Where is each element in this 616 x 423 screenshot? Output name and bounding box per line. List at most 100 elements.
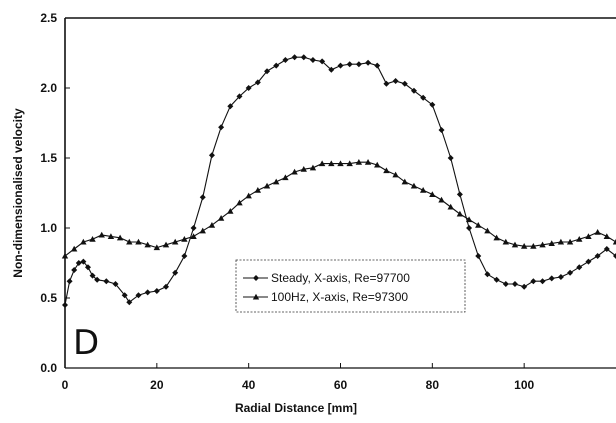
data-point xyxy=(172,238,179,245)
data-point xyxy=(419,187,427,193)
data-point xyxy=(438,196,445,203)
data-point xyxy=(557,238,565,245)
data-point xyxy=(181,253,188,259)
data-point xyxy=(94,276,101,283)
data-point xyxy=(89,236,96,242)
data-point xyxy=(103,278,110,285)
data-point xyxy=(530,278,537,285)
data-point xyxy=(374,62,381,69)
data-point xyxy=(521,283,528,290)
legend-marker-shape xyxy=(252,293,260,300)
data-point xyxy=(89,272,96,279)
data-point xyxy=(383,167,390,174)
data-point xyxy=(98,231,105,238)
data-point xyxy=(337,62,344,69)
data-point xyxy=(80,238,87,245)
data-point xyxy=(548,275,555,282)
data-point xyxy=(181,236,188,242)
data-point xyxy=(61,252,69,259)
legend-marker-shape xyxy=(253,275,259,281)
series-layer xyxy=(61,54,616,308)
data-point xyxy=(539,278,546,285)
data-point xyxy=(190,225,197,231)
data-point xyxy=(300,166,307,172)
data-point xyxy=(392,78,399,84)
data-point xyxy=(153,288,160,294)
data-point xyxy=(172,269,179,276)
data-point xyxy=(245,192,252,199)
x-axis-title: Radial Distance [mm] xyxy=(235,401,357,415)
data-point xyxy=(236,93,243,100)
data-point xyxy=(355,159,363,165)
data-point xyxy=(62,302,68,308)
data-point xyxy=(84,264,91,271)
data-point xyxy=(539,241,546,248)
data-point xyxy=(346,160,353,167)
y-tick-label: 2.0 xyxy=(40,81,57,95)
data-point xyxy=(603,233,611,239)
data-point xyxy=(291,168,298,175)
data-point xyxy=(365,59,372,66)
data-point xyxy=(70,245,78,252)
data-point xyxy=(162,241,170,248)
data-point xyxy=(576,236,583,242)
data-point xyxy=(144,241,151,248)
data-point xyxy=(447,203,454,210)
y-tick-label: 1.5 xyxy=(40,151,57,165)
data-point xyxy=(567,269,574,276)
data-point xyxy=(126,299,133,306)
data-point xyxy=(511,281,518,287)
data-point xyxy=(227,208,234,214)
data-point xyxy=(199,227,206,234)
data-point xyxy=(112,281,119,287)
x-tick-label: 100 xyxy=(514,378,534,392)
data-point xyxy=(355,61,362,68)
data-point xyxy=(585,233,592,239)
data-point xyxy=(107,233,115,239)
y-tick-label: 2.5 xyxy=(40,11,57,25)
legend-label-steady: Steady, X-axis, Re=97700 xyxy=(271,271,410,285)
data-point xyxy=(594,253,601,259)
data-point xyxy=(576,264,583,271)
data-point xyxy=(613,253,616,259)
x-tick-label: 0 xyxy=(62,378,69,392)
data-point xyxy=(511,241,519,248)
data-point xyxy=(429,101,436,108)
data-point xyxy=(282,57,289,63)
data-point xyxy=(475,253,482,259)
data-point xyxy=(364,159,372,165)
series-0 xyxy=(62,54,616,308)
plot-frame xyxy=(64,17,616,369)
data-point xyxy=(456,191,463,198)
legend-label-100hz: 100Hz, X-axis, Re=97300 xyxy=(271,290,408,304)
data-point xyxy=(153,244,161,251)
panel-label: D xyxy=(73,323,99,363)
data-point xyxy=(548,240,555,246)
data-point xyxy=(66,278,73,285)
data-point xyxy=(116,234,124,241)
data-point xyxy=(456,210,464,217)
data-point xyxy=(190,233,197,239)
data-point xyxy=(502,238,509,245)
data-point xyxy=(401,80,408,87)
data-point xyxy=(374,161,381,168)
data-point xyxy=(447,155,454,161)
data-point xyxy=(227,103,234,110)
legend-entry-100hz: 100Hz, X-axis, Re=97300 xyxy=(243,290,408,304)
x-axis-ticks: 0 20 40 60 80 100 xyxy=(62,363,534,392)
data-point xyxy=(291,54,298,61)
data-point xyxy=(328,160,335,167)
data-point xyxy=(71,267,78,273)
data-point xyxy=(429,191,436,197)
data-point xyxy=(121,292,128,299)
x-tick-label: 80 xyxy=(426,378,440,392)
data-point xyxy=(466,225,473,231)
series-1 xyxy=(61,159,616,259)
data-point xyxy=(392,171,399,178)
data-point xyxy=(465,216,473,223)
data-point xyxy=(484,271,491,278)
data-point xyxy=(520,243,528,249)
data-point xyxy=(80,258,87,265)
data-point xyxy=(319,58,326,65)
